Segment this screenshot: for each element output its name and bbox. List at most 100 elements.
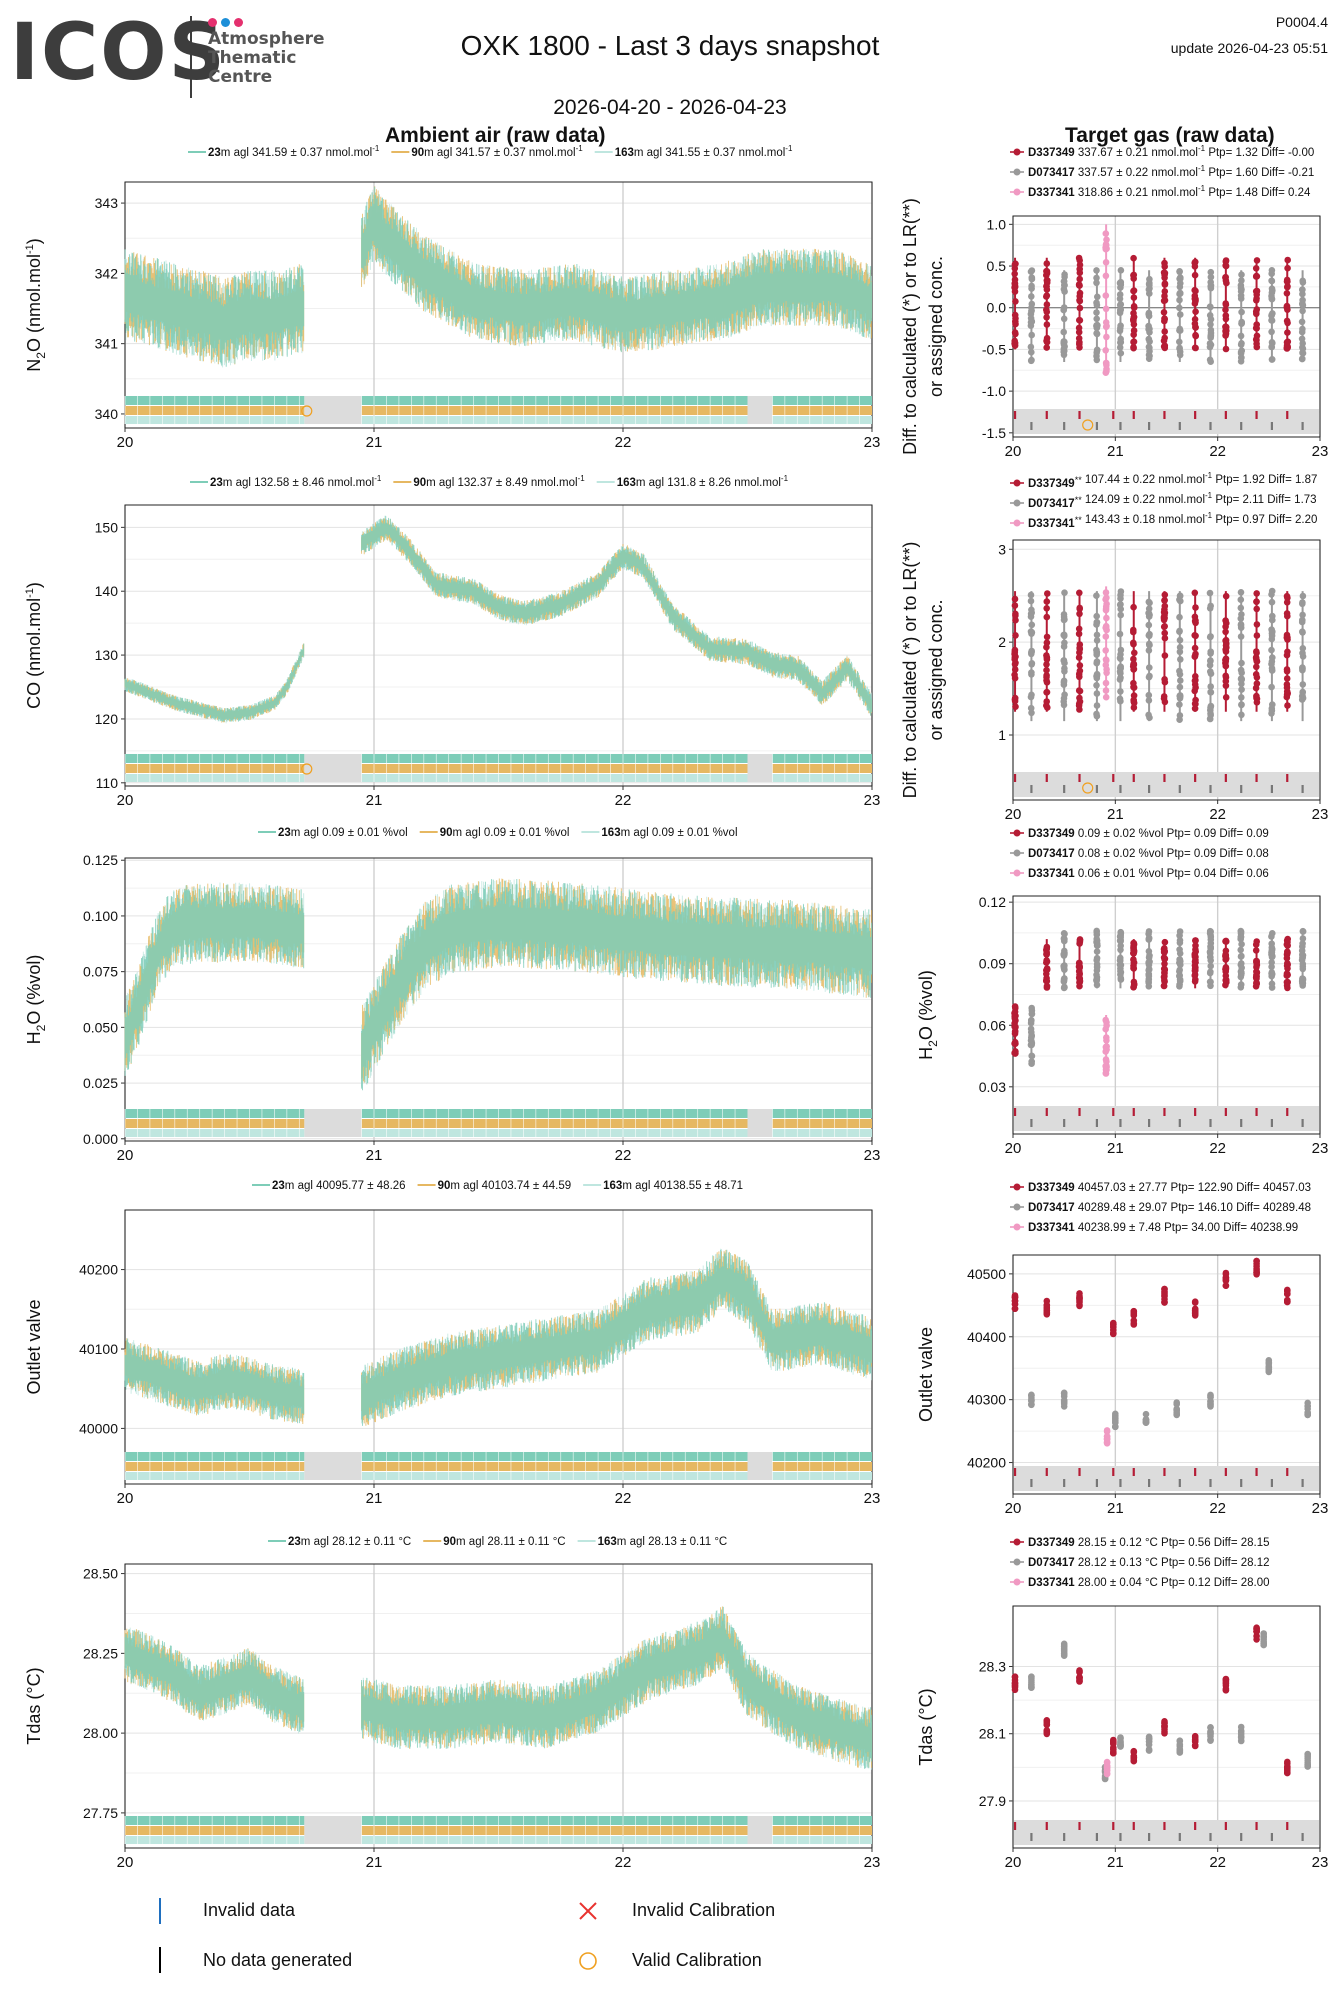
- status-strip-23m: [125, 1816, 305, 1825]
- legend-value: m agl 131.8 ± 8.26 nmol.mol: [636, 477, 781, 489]
- target-legend-dot-t1: [1013, 479, 1021, 487]
- legend-value: m agl 40138.55 ± 48.71: [622, 1180, 743, 1192]
- y-tick-label: 27.9: [979, 1793, 1006, 1809]
- target-point-t1: [1161, 1298, 1168, 1306]
- logo-subtitle: Atmosphere Thematic Centre: [208, 29, 325, 87]
- target-name: D073417: [1028, 498, 1075, 510]
- target-point-t1: [1130, 1308, 1138, 1315]
- x-tick-label: 20: [117, 1854, 134, 1871]
- legend-entry: 90m agl 28.11 ± 0.11 °C: [443, 1536, 565, 1548]
- trace-h23: [124, 249, 305, 367]
- status-strip-23m: [361, 396, 748, 405]
- target-point-t1: [1284, 1296, 1291, 1304]
- status-strip-23m: [361, 1109, 748, 1118]
- target-legend-entry: D337349 28.15 ± 0.12 °C Ptp= 0.56 Diff= …: [1028, 1537, 1270, 1549]
- plot-area: [1013, 216, 1320, 437]
- target-legend: D337349 28.15 ± 0.12 °C Ptp= 0.56 Diff= …: [1010, 1537, 1270, 1589]
- status-strip-163m: [125, 416, 305, 424]
- y-axis-label-part: O (%vol): [916, 970, 936, 1040]
- target-value: 124.09 ± 0.22 nmol.mol: [1082, 494, 1205, 506]
- y-tick-label: 140: [95, 583, 119, 599]
- y-tick-label: 1.0: [987, 216, 1007, 232]
- target-y-axis-label: or assigned conc.: [926, 256, 946, 397]
- target-point-t1: [1110, 1736, 1117, 1744]
- target-y-axis-label: Outlet valve: [916, 1327, 936, 1422]
- plot-border: [1012, 215, 1321, 438]
- y-tick-label: 27.75: [83, 1805, 118, 1821]
- y-tick-label: 0.025: [83, 1075, 118, 1091]
- target-stats: Ptp= 0.04 Diff= 0.06: [1163, 868, 1268, 880]
- status-strip-23m: [125, 396, 305, 405]
- legend-entry: 90m agl 132.37 ± 8.49 nmol.mol-1: [413, 474, 585, 489]
- legend-invalid-calibration: Invalid Calibration: [632, 1900, 776, 1920]
- y-tick-label: 110: [96, 775, 119, 791]
- target-flag: **: [1075, 475, 1083, 485]
- legend-value: m agl 28.11 ± 0.11 °C: [456, 1536, 566, 1548]
- target-point-t3: [1103, 1766, 1111, 1774]
- y-axis-label-part: ): [24, 582, 44, 588]
- invalid-data-swatch: [159, 1898, 161, 1924]
- target-sup: -1: [1198, 184, 1206, 193]
- target-point-t3: [1103, 1436, 1111, 1443]
- y-tick-label: 28.3: [979, 1659, 1006, 1675]
- target-point-t2: [1142, 1410, 1150, 1418]
- target-point-t2: [1028, 1401, 1035, 1408]
- status-strip-23m: [361, 754, 748, 763]
- status-strip-90m: [125, 764, 305, 773]
- target-legend-entry: D337341 40238.99 ± 7.48 Ptp= 34.00 Diff=…: [1028, 1222, 1298, 1234]
- legend-invalid-data: Invalid data: [203, 1900, 296, 1920]
- x-tick-label: 20: [117, 792, 134, 809]
- no-data-band: [304, 396, 362, 424]
- status-strip-90m: [125, 1826, 305, 1835]
- y-tick-label: 28.50: [83, 1566, 118, 1582]
- no-data-band: [747, 1109, 773, 1137]
- legend-height: 163: [598, 1536, 617, 1548]
- x-tick-label: 23: [864, 434, 881, 451]
- target-point-t1: [1161, 1288, 1168, 1295]
- no-data-band: [304, 754, 362, 782]
- target-point-t1: [1222, 1679, 1230, 1687]
- legend-entry: 23m agl 341.59 ± 0.37 nmol.mol-1: [208, 144, 380, 159]
- invalid-calibration-icon: [579, 1902, 597, 1920]
- status-strip-163m: [125, 1472, 305, 1480]
- target-y-axis-label: or assigned conc.: [926, 599, 946, 740]
- status-strip-23m: [125, 1109, 305, 1118]
- target-y-axis-label: Diff. to calculated (*) or to LR(**): [900, 198, 920, 455]
- legend-height: 90: [443, 1536, 456, 1548]
- legend-sup: -1: [781, 474, 789, 483]
- legend-entry: 90m agl 40103.74 ± 44.59: [438, 1180, 572, 1192]
- x-tick-label: 22: [1209, 443, 1226, 460]
- y-tick-label: 1: [998, 727, 1006, 743]
- target-point-t1: [1043, 1301, 1051, 1309]
- y-tick-label: 343: [95, 195, 119, 211]
- y-tick-label: 342: [95, 265, 119, 281]
- y-tick-label: 40500: [967, 1266, 1006, 1282]
- x-tick-label: 20: [117, 1147, 134, 1164]
- legend-sup: -1: [372, 144, 380, 153]
- target-point-t1: [1253, 1262, 1260, 1270]
- y-axis-label-part: -1: [24, 588, 36, 598]
- valid-calibration-icon: [579, 1952, 597, 1970]
- valid-calibration-marker: [301, 763, 313, 775]
- legend-value: m agl 28.13 ± 0.11 °C: [617, 1536, 727, 1548]
- no-data-band: [747, 1816, 773, 1844]
- no-data-band: [747, 754, 773, 782]
- target-stats: Ptp= 0.97 Diff= 2.20: [1212, 514, 1317, 526]
- target-point-t2: [1176, 1749, 1184, 1756]
- target-point-t2: [1028, 1673, 1035, 1680]
- y-tick-label: 0.125: [83, 852, 118, 868]
- target-legend-entry: D073417** 124.09 ± 0.22 nmol.mol-1 Ptp= …: [1028, 491, 1317, 510]
- legend-value: m agl 341.59 ± 0.37 nmol.mol: [221, 147, 372, 159]
- target-legend-entry: D337341 28.00 ± 0.04 °C Ptp= 0.12 Diff= …: [1028, 1577, 1270, 1589]
- legend-height: 23: [278, 827, 291, 839]
- trace-h23: [361, 879, 872, 1091]
- x-tick-label: 21: [366, 792, 383, 809]
- ambient-legend: 23m agl 0.09 ± 0.01 %vol 90m agl 0.09 ± 0…: [258, 827, 738, 839]
- valid-calibration-marker: [301, 405, 313, 417]
- y-tick-label: 0.12: [979, 894, 1006, 910]
- target-point-t1: [1011, 1293, 1019, 1301]
- legend-entry: 23m agl 0.09 ± 0.01 %vol: [278, 827, 408, 839]
